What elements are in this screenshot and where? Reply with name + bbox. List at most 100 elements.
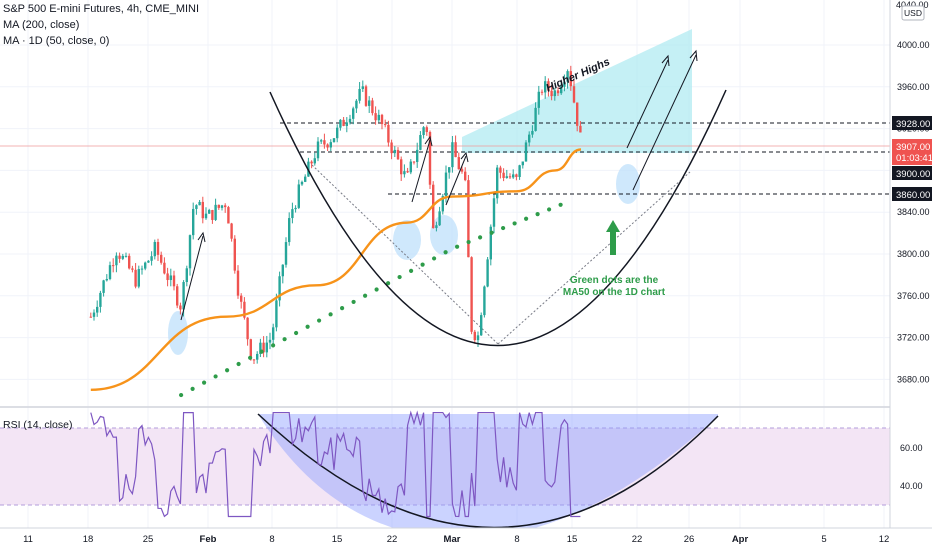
candle-body: [131, 268, 134, 270]
arrow: [632, 54, 697, 191]
candle-body: [505, 176, 508, 178]
green-up-arrow-icon: [606, 220, 620, 255]
candle-body: [425, 127, 428, 133]
candle-body: [240, 295, 243, 302]
price-tag-3928: [892, 116, 932, 130]
candle-body: [352, 108, 355, 119]
candle-body: [579, 125, 582, 133]
candle-body: [480, 315, 483, 336]
candle-body: [537, 91, 540, 108]
arrow-head: [460, 151, 469, 163]
candle-body: [572, 86, 576, 103]
highlight-ellipse: [616, 164, 640, 204]
candle-body: [128, 255, 131, 269]
candle-body: [444, 172, 448, 197]
candle-body: [108, 265, 112, 280]
ma50-1d-dot: [466, 239, 471, 245]
higher-highs-channel: [462, 29, 692, 153]
candle-body: [377, 114, 380, 121]
ma50-1d-dot: [409, 268, 414, 273]
candle-body: [476, 335, 480, 341]
candle-body: [560, 86, 563, 94]
price-tick-top: 4040.00: [896, 0, 929, 10]
candle-body: [486, 259, 489, 287]
candle-body: [451, 142, 454, 168]
candle-body: [457, 157, 460, 170]
candle-body: [528, 134, 531, 143]
candle-body: [182, 282, 185, 310]
candle-body: [531, 130, 534, 135]
rsi-band: [0, 428, 890, 505]
arrow-head: [197, 231, 206, 243]
ma50-1d-dot: [443, 250, 448, 255]
countdown-text: 01:03:41: [896, 153, 932, 164]
candle-body: [470, 257, 473, 332]
current-price-text: 3907.00: [896, 142, 930, 153]
candle-body: [550, 90, 553, 97]
ma50-1d-dot: [328, 312, 333, 317]
candle-body: [236, 270, 240, 296]
candle-body: [566, 71, 569, 82]
candle-body: [105, 279, 108, 281]
candle-body: [355, 100, 358, 109]
candle-body: [195, 205, 198, 209]
legend-ma1d[interactable]: MA · 1D (50, close, 0): [3, 35, 110, 47]
ma50-1d-dot: [248, 355, 253, 360]
time-tick-label: 22: [632, 534, 643, 545]
candle-body: [556, 90, 560, 94]
candle-body: [512, 174, 515, 178]
candle-body: [169, 275, 172, 281]
candle-body: [521, 161, 524, 166]
currency-badge[interactable]: [901, 5, 925, 21]
candle-body: [156, 241, 160, 255]
candle-body: [438, 211, 441, 226]
price-tick-label: 3720.00: [897, 333, 930, 343]
time-tick-label: 11: [23, 534, 33, 545]
candle-body: [496, 167, 499, 199]
candle-body: [144, 262, 147, 269]
time-tick-label: 8: [514, 534, 519, 545]
legend-symbol[interactable]: S&P 500 E-mini Futures, 4h, CME_MINI: [3, 3, 200, 15]
ma50-1d-dot: [489, 230, 494, 235]
ma50-1d-dot: [420, 262, 425, 267]
candle-body: [230, 223, 233, 239]
price-tag-3928-text: 3928.00: [896, 119, 930, 130]
candle-body: [291, 209, 294, 219]
arrow-head: [689, 49, 698, 62]
candle-body: [454, 142, 457, 158]
candle-body: [102, 280, 105, 293]
ma50-1d-dot: [236, 361, 241, 367]
ma50-1d-dot: [202, 380, 207, 385]
candle-body: [217, 204, 220, 208]
time-scale[interactable]: [0, 528, 932, 550]
time-tick-label: 12: [879, 534, 890, 545]
ma50-1d-dot: [524, 216, 529, 221]
arrow: [411, 139, 431, 203]
projection-arrows: [180, 49, 698, 321]
candle-body: [345, 122, 348, 126]
parabolic-curve: [269, 89, 727, 347]
green-dots-note-line1: Green dots are the: [570, 275, 659, 286]
candle-body: [576, 102, 579, 126]
candle-body: [390, 142, 393, 154]
rsi-label: RSI (14, close): [3, 419, 72, 431]
candle-body: [201, 201, 204, 219]
candle-body: [121, 255, 124, 259]
rsi-line: [90, 410, 581, 518]
candle-body: [89, 316, 92, 318]
candle-body: [371, 100, 374, 114]
ma50-1d-dot: [432, 256, 437, 261]
candle-body: [265, 342, 268, 353]
candle-body: [304, 176, 307, 182]
time-tick-label: 5: [821, 534, 826, 545]
arrow: [180, 235, 204, 321]
ma50-1d-dot: [190, 386, 195, 391]
candle-body: [163, 262, 166, 274]
legend-ma200[interactable]: MA (200, close): [3, 19, 80, 31]
candle-body: [134, 269, 137, 287]
price-scale[interactable]: [890, 0, 932, 528]
price-tick-label: 3960.00: [897, 82, 930, 92]
candle-body: [281, 264, 284, 277]
candle-body: [569, 71, 572, 87]
